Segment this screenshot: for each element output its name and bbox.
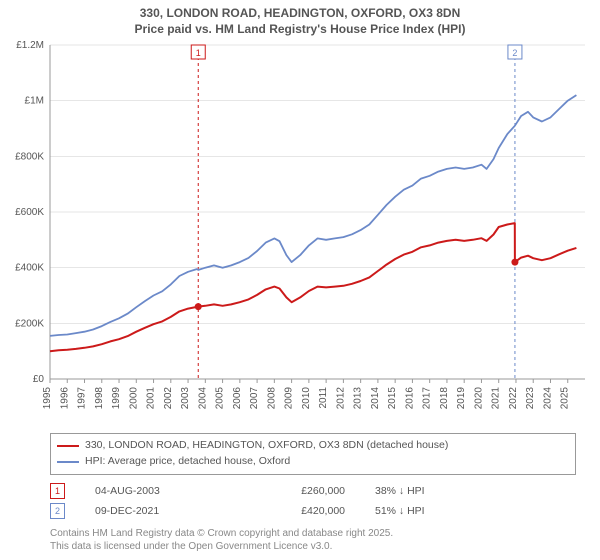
svg-text:2: 2 xyxy=(512,48,517,58)
footer-line1: Contains HM Land Registry data © Crown c… xyxy=(50,527,576,540)
legend-swatch xyxy=(57,461,79,463)
x-tick-label: 1997 xyxy=(77,387,88,410)
footer-line2: This data is licensed under the Open Gov… xyxy=(50,540,576,553)
x-tick-label: 2024 xyxy=(542,387,553,410)
chart-title: 330, LONDON ROAD, HEADINGTON, OXFORD, OX… xyxy=(0,0,600,37)
legend-label: 330, LONDON ROAD, HEADINGTON, OXFORD, OX… xyxy=(85,438,448,454)
x-tick-label: 2015 xyxy=(387,387,398,410)
marker-row-badge: 2 xyxy=(50,503,65,519)
chart-svg: £0 £200K £400K £600K £800K £1M £1.2M 1995 1996 19… xyxy=(0,37,600,427)
marker-row-price: £420,000 xyxy=(245,505,345,517)
marker-row: 2 09-DEC-2021 £420,000 51% ↓ HPI xyxy=(50,501,576,521)
footer: Contains HM Land Registry data © Crown c… xyxy=(50,527,576,553)
x-tick-label: 2001 xyxy=(146,387,157,410)
x-tick-label: 2007 xyxy=(249,387,260,410)
sale-dot xyxy=(511,259,518,266)
svg-text:1: 1 xyxy=(196,48,201,58)
marker-row-date: 04-AUG-2003 xyxy=(95,485,215,497)
x-tick-label: 2016 xyxy=(404,387,415,410)
x-tick-label: 1998 xyxy=(94,387,105,410)
x-tick-label: 1999 xyxy=(111,387,122,410)
x-tick-label: 2014 xyxy=(370,387,381,410)
y-tick-label: £1.2M xyxy=(16,40,44,51)
marker-row: 1 04-AUG-2003 £260,000 38% ↓ HPI xyxy=(50,481,576,501)
y-tick-label: £0 xyxy=(33,374,45,385)
legend-item-hpi: HPI: Average price, detached house, Oxfo… xyxy=(57,454,569,470)
x-tick-label: 2006 xyxy=(232,387,243,410)
x-tick-label: 2002 xyxy=(163,387,174,410)
y-tick-label: £800K xyxy=(15,152,44,163)
marker-badge: 2 xyxy=(508,45,522,59)
x-tick-label: 2021 xyxy=(491,387,502,410)
x-tick-label: 2009 xyxy=(284,387,295,410)
legend-box: 330, LONDON ROAD, HEADINGTON, OXFORD, OX… xyxy=(50,433,576,475)
marker-row-delta: 38% ↓ HPI xyxy=(375,485,465,497)
x-tick-label: 2005 xyxy=(215,387,226,410)
title-line2: Price paid vs. HM Land Registry's House … xyxy=(0,22,600,38)
marker-row-delta: 51% ↓ HPI xyxy=(375,505,465,517)
chart-area: £0 £200K £400K £600K £800K £1M £1.2M 1995 1996 19… xyxy=(0,37,600,427)
marker-badge: 1 xyxy=(191,45,205,59)
sale-dot xyxy=(195,303,202,310)
x-tick-label: 2011 xyxy=(318,387,329,409)
legend-swatch xyxy=(57,445,79,447)
x-tick-label: 2018 xyxy=(439,387,450,410)
x-tick-label: 2022 xyxy=(508,387,519,410)
y-tick-label: £400K xyxy=(15,263,44,274)
x-tick-label: 2019 xyxy=(456,387,467,410)
y-tick-label: £200K xyxy=(15,319,44,330)
x-tick-label: 2000 xyxy=(128,387,139,410)
y-tick-label: £600K xyxy=(15,207,44,218)
title-line1: 330, LONDON ROAD, HEADINGTON, OXFORD, OX… xyxy=(0,6,600,22)
x-tick-label: 1996 xyxy=(59,387,70,410)
x-tick-label: 2017 xyxy=(422,387,433,410)
x-tick-label: 2010 xyxy=(301,387,312,410)
x-tick-label: 2013 xyxy=(353,387,364,410)
marker-row-date: 09-DEC-2021 xyxy=(95,505,215,517)
x-tick-label: 2004 xyxy=(197,387,208,410)
x-tick-label: 2020 xyxy=(473,387,484,410)
x-tick-label: 2008 xyxy=(266,387,277,410)
marker-row-badge: 1 xyxy=(50,483,65,499)
marker-table: 1 04-AUG-2003 £260,000 38% ↓ HPI 2 09-DEC-202… xyxy=(50,481,576,521)
legend-item-price_paid: 330, LONDON ROAD, HEADINGTON, OXFORD, OX… xyxy=(57,438,569,454)
legend-label: HPI: Average price, detached house, Oxfo… xyxy=(85,454,290,470)
x-tick-label: 2025 xyxy=(560,387,571,410)
x-tick-label: 2023 xyxy=(525,387,536,410)
y-tick-label: £1M xyxy=(25,96,44,107)
x-tick-label: 2003 xyxy=(180,387,191,410)
x-tick-label: 1995 xyxy=(42,387,53,410)
x-tick-label: 2012 xyxy=(335,387,346,410)
marker-row-price: £260,000 xyxy=(245,485,345,497)
